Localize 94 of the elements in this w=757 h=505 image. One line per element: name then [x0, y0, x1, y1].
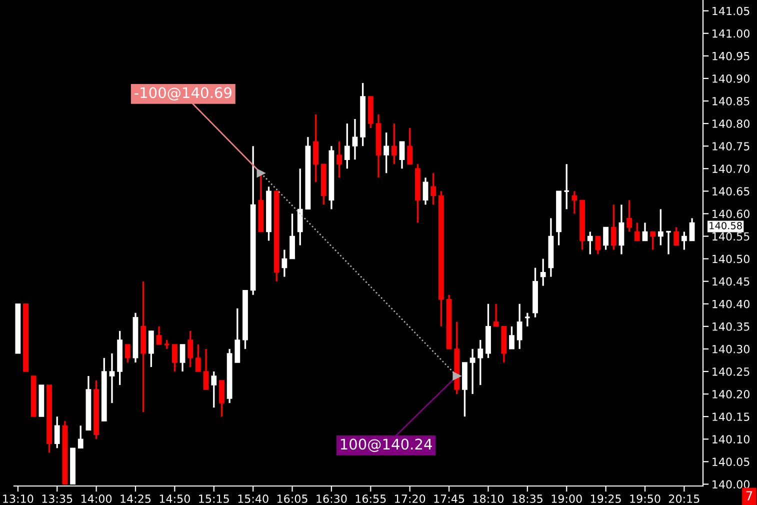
candlestick — [603, 226, 609, 251]
y-tick-label: 140.20 — [712, 390, 750, 398]
text: 7 — [746, 491, 752, 500]
x-tick-label: 17:20 — [395, 494, 426, 503]
candlestick — [650, 230, 656, 251]
candlestick — [407, 127, 413, 165]
candlestick — [391, 122, 397, 165]
y-tick-label: 141.05 — [712, 6, 750, 16]
candlestick — [164, 339, 170, 350]
x-tick-label: 18:35 — [512, 494, 542, 503]
x-tick-label: 15:15 — [199, 494, 229, 503]
y-tick-label: 140.50 — [712, 254, 750, 264]
y-tick-label: 140.40 — [712, 300, 750, 308]
y-tick-label: 140.25 — [712, 367, 750, 376]
candlestick — [430, 172, 436, 206]
annotation: 100@140.24 — [340, 438, 432, 452]
y-tick-label: 140.10 — [712, 435, 750, 444]
candlestick — [610, 204, 616, 251]
candlestick — [282, 248, 288, 278]
candlestick — [384, 132, 390, 174]
candlestick — [674, 226, 680, 246]
text: 140.58 — [710, 222, 742, 230]
candlestick — [470, 348, 476, 395]
candlestick — [572, 190, 578, 215]
candlestick — [642, 222, 648, 242]
y-tick-label: 140.65 — [712, 187, 750, 196]
candlestick — [313, 114, 318, 183]
candlestick — [634, 222, 640, 242]
candlestick — [665, 230, 672, 256]
y-tick-label: 140.55 — [712, 232, 750, 241]
x-tick-label: 13:35 — [42, 494, 72, 503]
x-tick-label: 16:30 — [316, 494, 347, 503]
candlestick — [524, 312, 531, 328]
candlestick — [493, 303, 499, 328]
candlestick — [352, 118, 358, 160]
x-tick-label: 16:55 — [356, 494, 386, 503]
x-tick-label: 18:10 — [473, 494, 504, 503]
candlestick — [516, 303, 522, 350]
y-tick-label: 140.35 — [712, 322, 750, 331]
y-tick-label: 140.80 — [712, 120, 750, 128]
candlestick — [180, 344, 186, 372]
candlestick — [478, 339, 484, 386]
candlestick — [156, 326, 162, 346]
y-tick-label: 140.60 — [712, 210, 750, 218]
candlestick — [681, 230, 687, 251]
x-tick-label: 19:25 — [591, 494, 621, 503]
candlestick — [196, 344, 201, 372]
y-tick-label: 140.90 — [712, 74, 750, 83]
y-tick-label: 140.70 — [712, 164, 750, 173]
y-tick-label: 140.00 — [712, 480, 750, 489]
x-tick-label: 15:40 — [238, 494, 268, 503]
candlestick — [509, 326, 514, 350]
candlestick — [148, 330, 154, 368]
candlestick — [595, 235, 601, 256]
candlestick — [399, 140, 405, 170]
candlestick — [344, 122, 350, 170]
y-tick-label: 140.05 — [712, 458, 750, 466]
candlestick — [626, 199, 632, 233]
y-tick-label: 140.30 — [712, 344, 750, 354]
candlestick — [188, 330, 194, 368]
candlestick — [290, 212, 295, 260]
x-tick-label: 13:10 — [3, 494, 34, 503]
candlestick — [78, 424, 84, 449]
x-tick-label: 17:45 — [434, 494, 464, 503]
x-tick-label: 14:25 — [120, 494, 151, 503]
candlestick — [689, 217, 695, 242]
annotation: -100@140.69 — [134, 87, 232, 101]
y-tick-label: 140.85 — [712, 96, 750, 106]
y-tick-label: 141.00 — [712, 29, 750, 38]
candlestick — [336, 140, 342, 178]
candlestick — [54, 416, 60, 449]
y-tick-label: 140.75 — [712, 142, 750, 150]
y-tick-label: 140.15 — [712, 412, 750, 421]
x-tick-label: 19:00 — [552, 494, 582, 503]
y-tick-label: 140.45 — [712, 277, 750, 286]
candlestick — [540, 258, 546, 287]
candlestick — [219, 380, 224, 418]
candlestick — [422, 176, 428, 206]
x-tick-label: 20:15 — [668, 494, 700, 503]
candlestick — [297, 168, 303, 246]
x-tick-label: 16:05 — [277, 494, 308, 503]
candlestick — [658, 208, 664, 246]
candlestick — [203, 348, 209, 390]
candlestick — [124, 344, 130, 364]
x-tick-label: 19:50 — [630, 494, 660, 503]
candlestick — [234, 308, 240, 364]
candlestick — [109, 352, 115, 404]
y-tick-label: 140.95 — [712, 52, 750, 60]
x-tick-label: 14:00 — [82, 494, 112, 503]
candlestick — [172, 344, 178, 372]
candlestick — [618, 204, 624, 256]
candlestick — [211, 370, 217, 408]
x-tick-label: 14:50 — [160, 494, 190, 503]
candlestick — [587, 230, 593, 256]
